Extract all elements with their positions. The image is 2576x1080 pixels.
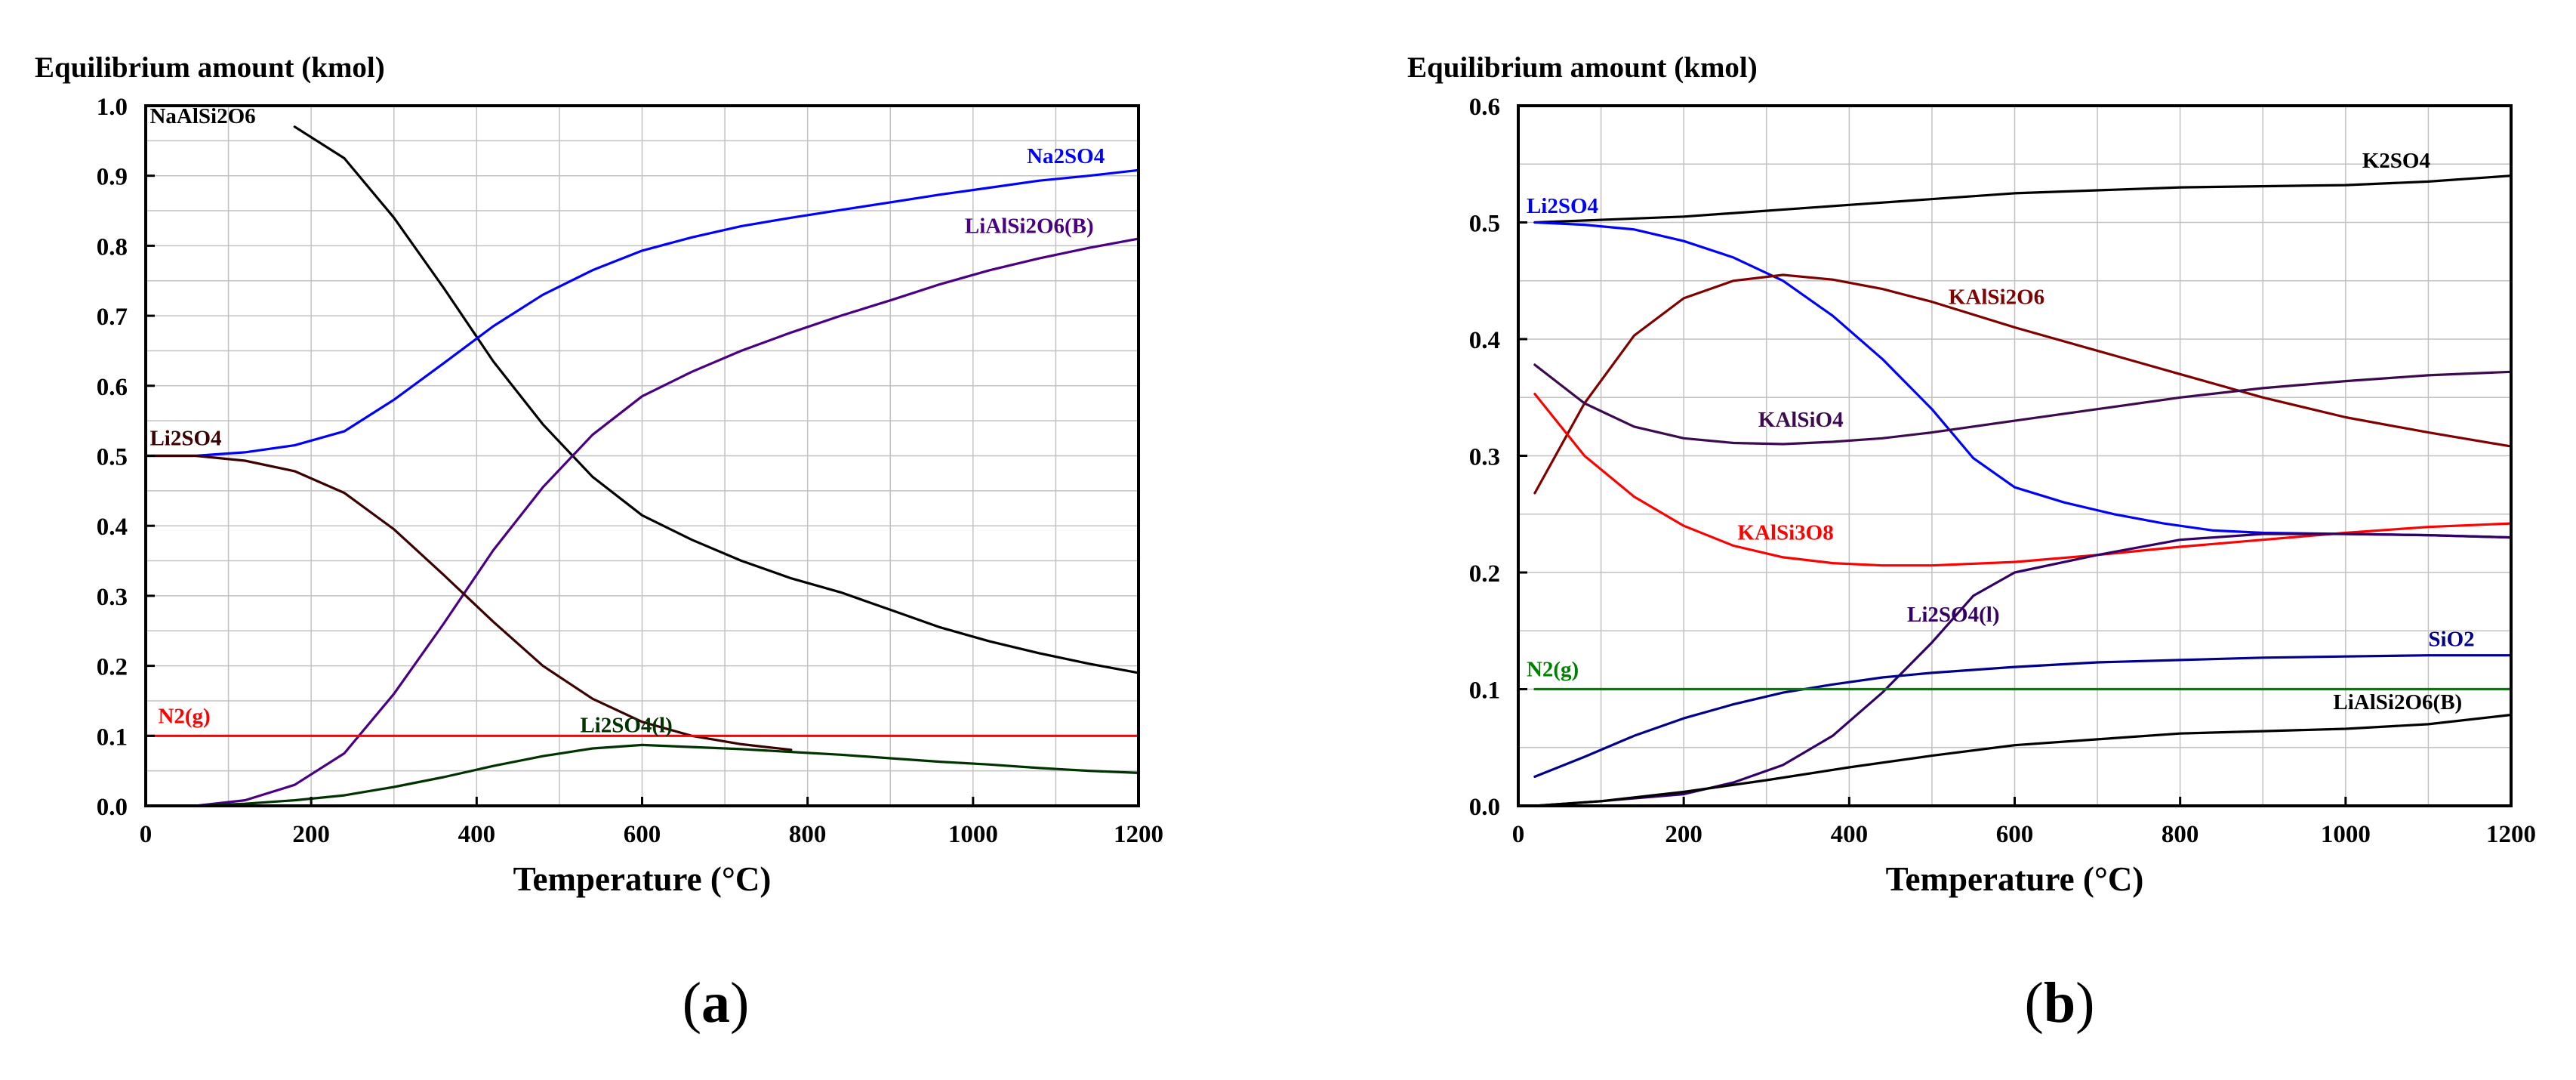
series-label: LiAlSi2O6(B) — [965, 214, 1094, 239]
panel-b-caption-open: ( — [2024, 971, 2044, 1035]
series-label: NaAlSi2O6 — [149, 104, 255, 128]
y-tick-label: 0.1 — [1469, 677, 1500, 705]
panel-a-caption-close: ) — [730, 971, 750, 1035]
y-tick-label: 0.8 — [97, 233, 128, 261]
y-axis-title: Equilibrium amount (kmol) — [35, 51, 385, 84]
panel-a-caption-open: ( — [682, 971, 701, 1035]
x-tick-label: 1200 — [2486, 821, 2536, 848]
y-tick-label: 0.3 — [1469, 444, 1500, 471]
series-line-naalsi2o6 — [293, 125, 1140, 674]
series-label: N2(g) — [158, 705, 210, 729]
panel-a-caption-letter: a — [701, 971, 730, 1035]
y-tick-label: 0.4 — [97, 514, 128, 541]
x-tick-label: 1200 — [1114, 821, 1163, 848]
series-label: Li2SO4(l) — [580, 714, 672, 738]
series-label: KAlSi2O6 — [1949, 285, 2044, 310]
series-line-lialsi2o6-b — [144, 237, 1140, 807]
series-label: SiO2 — [2428, 627, 2474, 651]
x-tick-label: 400 — [458, 821, 496, 848]
panel-a-caption: (a) — [640, 970, 791, 1036]
series-label: Li2SO4(l) — [1907, 603, 1999, 627]
x-tick-label: 800 — [789, 821, 827, 848]
chart-a: 0 200 400 600 800 1000 1200 0.0 0.1 0.2 0.3 0.4 0.5 0… — [35, 51, 1163, 898]
series-label: K2SO4 — [2362, 149, 2430, 173]
x-tick-label: 200 — [292, 821, 330, 848]
series-line-li2so4 — [144, 454, 793, 751]
x-tick-label: 400 — [1831, 821, 1869, 848]
y-tick-label: 0.5 — [1469, 211, 1500, 238]
x-axis-title: Temperature (°C) — [1886, 860, 2144, 898]
y-tick-label: 0.6 — [97, 374, 128, 401]
y-tick-label: 0.4 — [1469, 327, 1500, 354]
y-tick-label: 0.6 — [1469, 94, 1500, 121]
x-tick-label: 1000 — [948, 821, 998, 848]
y-tick-label: 0.7 — [97, 304, 128, 331]
series-line-sio2 — [1533, 654, 2513, 779]
x-tick-label: 600 — [624, 821, 661, 848]
y-tick-label: 0.9 — [97, 164, 128, 191]
y-tick-label: 1.0 — [97, 94, 128, 121]
series-line-lialsi2o6-b — [1533, 713, 2513, 807]
chart-b: 0 200 400 600 800 1000 1200 0.0 0.1 0.2 0.3 0.4 0.5 0… — [1407, 51, 2536, 898]
y-tick-label: 0.0 — [97, 794, 128, 821]
series-line-k2so4 — [1533, 174, 2513, 224]
x-tick-label: 600 — [1996, 821, 2034, 848]
series-line-kalsi2o6 — [1533, 273, 2513, 495]
y-tick-label: 0.1 — [97, 724, 128, 751]
panel-b-caption: (b) — [1984, 970, 2135, 1036]
series-label: Na2SO4 — [1027, 144, 1105, 168]
x-tick-label: 800 — [2162, 821, 2199, 848]
x-tick-label: 0 — [1512, 821, 1525, 848]
series-label: LiAlSi2O6(B) — [2333, 690, 2462, 714]
series-label: N2(g) — [1527, 658, 1579, 682]
y-tick-label: 0.3 — [97, 584, 128, 611]
y-axis-title: Equilibrium amount (kmol) — [1407, 51, 1758, 84]
series-label: Li2SO4 — [149, 427, 221, 451]
series-label: KAlSi3O8 — [1737, 521, 1833, 545]
y-tick-label: 0.5 — [97, 444, 128, 471]
panel-b-caption-letter: b — [2043, 971, 2076, 1035]
series-line-kalsio4 — [1533, 363, 2513, 446]
panel-b-caption-close: ) — [2075, 971, 2095, 1035]
series-line-na2so4 — [144, 168, 1140, 458]
x-tick-label: 200 — [1665, 821, 1702, 848]
series-label: Li2SO4 — [1527, 194, 1598, 218]
y-tick-label: 0.0 — [1469, 794, 1500, 821]
x-tick-label: 1000 — [2321, 821, 2371, 848]
series-line-li2so4-l — [1533, 532, 2513, 807]
y-tick-label: 0.2 — [1469, 560, 1500, 588]
y-tick-label: 0.2 — [97, 654, 128, 681]
series-label: KAlSiO4 — [1758, 408, 1844, 432]
x-tick-label: 0 — [140, 821, 153, 848]
series-line-kalsi3o8 — [1533, 392, 2513, 567]
x-axis-title: Temperature (°C) — [513, 860, 772, 898]
